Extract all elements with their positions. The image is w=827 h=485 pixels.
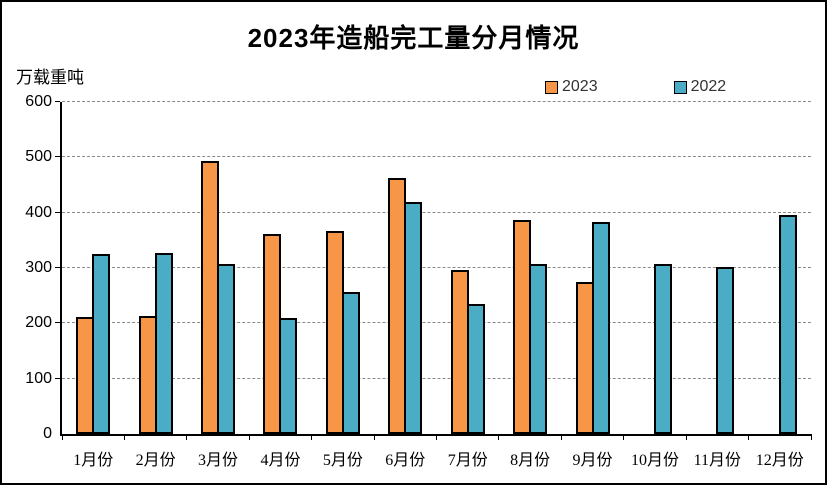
- bar-2022-10月份: [653, 264, 672, 434]
- bar-2022-1月份: [92, 253, 111, 434]
- bar-group-11月份: [686, 266, 748, 434]
- x-axis-label: 11月份: [693, 452, 742, 469]
- x-axis-label: 6月份: [385, 452, 426, 469]
- y-axis-tick: [55, 156, 60, 158]
- bar-2022-2月份: [154, 252, 173, 434]
- gridline: [62, 156, 811, 158]
- y-axis-tick: [55, 101, 60, 102]
- x-axis-label: 3月份: [198, 452, 239, 469]
- legend-item-2023: 2023: [545, 78, 598, 96]
- x-axis-tick: [560, 434, 562, 440]
- x-axis-tick: [623, 434, 625, 440]
- x-axis-label: 4月份: [260, 452, 301, 469]
- y-axis-tick: [55, 322, 60, 324]
- y-axis-label: 300: [25, 259, 52, 276]
- x-axis-label: 9月份: [572, 452, 613, 469]
- bar-2022-11月份: [716, 266, 735, 434]
- bar-group-7月份: [437, 270, 499, 434]
- bar-group-3月份: [187, 161, 249, 434]
- x-axis-label: 12月份: [755, 452, 804, 469]
- bar-group-2月份: [124, 252, 186, 434]
- legend: 2023 2022: [545, 78, 726, 96]
- y-axis-label: 0: [43, 425, 52, 442]
- y-axis-tick: [55, 377, 60, 379]
- x-axis-tick: [436, 434, 437, 440]
- x-axis-label: 5月份: [322, 452, 363, 469]
- x-axis-tick: [123, 434, 125, 440]
- legend-label: 2022: [690, 78, 727, 95]
- gridline: [62, 267, 811, 268]
- y-axis-label: 400: [25, 203, 52, 221]
- x-axis-label: 8月份: [510, 452, 551, 469]
- x-axis-tick: [685, 434, 687, 440]
- bar-2022-6月份: [404, 201, 423, 434]
- bar-group-9月份: [561, 221, 623, 434]
- x-axis-tick: [61, 434, 63, 440]
- bar-2022-8月份: [529, 263, 548, 434]
- legend-item-2022: 2022: [673, 78, 727, 96]
- plot-area: 0 100 200 300 400 500 600 1月份 2月份 3月份 4月份 5月份 6月份 7月份…: [25, 94, 812, 469]
- legend-swatch-icon: [545, 80, 558, 94]
- gridline: [62, 101, 811, 102]
- gridline: [62, 377, 811, 379]
- x-axis-label: 10月份: [630, 452, 679, 469]
- bar-2022-4月份: [279, 317, 298, 434]
- y-axis-unit-label: 万载重吨: [16, 68, 84, 87]
- y-axis-label: 600: [25, 93, 52, 110]
- x-axis-tick: [311, 434, 313, 440]
- y-axis-tick: [55, 267, 60, 268]
- y-axis-tick: [55, 211, 60, 213]
- bar-group-8月份: [499, 219, 561, 434]
- bar-2022-9月份: [591, 221, 610, 434]
- bar-group-1月份: [62, 253, 124, 434]
- x-axis-label: 1月份: [73, 452, 114, 469]
- x-axis-tick: [373, 434, 375, 440]
- bar-group-6月份: [374, 177, 436, 434]
- gridline: [62, 322, 811, 324]
- y-axis-label: 100: [25, 369, 52, 387]
- x-axis-tick: [186, 434, 188, 440]
- bar-2022-5月份: [341, 292, 360, 434]
- bar-group-4月份: [249, 233, 311, 434]
- bar-group-10月份: [624, 264, 686, 434]
- bar-2022-12月份: [778, 214, 797, 434]
- y-axis-label: 500: [25, 148, 52, 166]
- x-axis-tick: [810, 434, 812, 440]
- legend-swatch-icon: [673, 80, 687, 94]
- bar-group-12月份: [749, 214, 811, 434]
- y-axis-label: 200: [25, 314, 52, 332]
- x-axis-label: 2月份: [135, 452, 176, 469]
- bar-2022-7月份: [466, 303, 485, 434]
- chart-title: 2023年造船完工量分月情况: [247, 23, 580, 53]
- x-axis-label: 7月份: [447, 452, 488, 469]
- gridline: [62, 211, 811, 213]
- x-axis-tick: [748, 434, 750, 440]
- bar-group-5月份: [312, 230, 374, 434]
- x-axis-tick: [498, 434, 500, 440]
- legend-label: 2023: [562, 78, 598, 95]
- x-axis-tick: [248, 434, 250, 440]
- bar-2022-3月份: [217, 263, 236, 434]
